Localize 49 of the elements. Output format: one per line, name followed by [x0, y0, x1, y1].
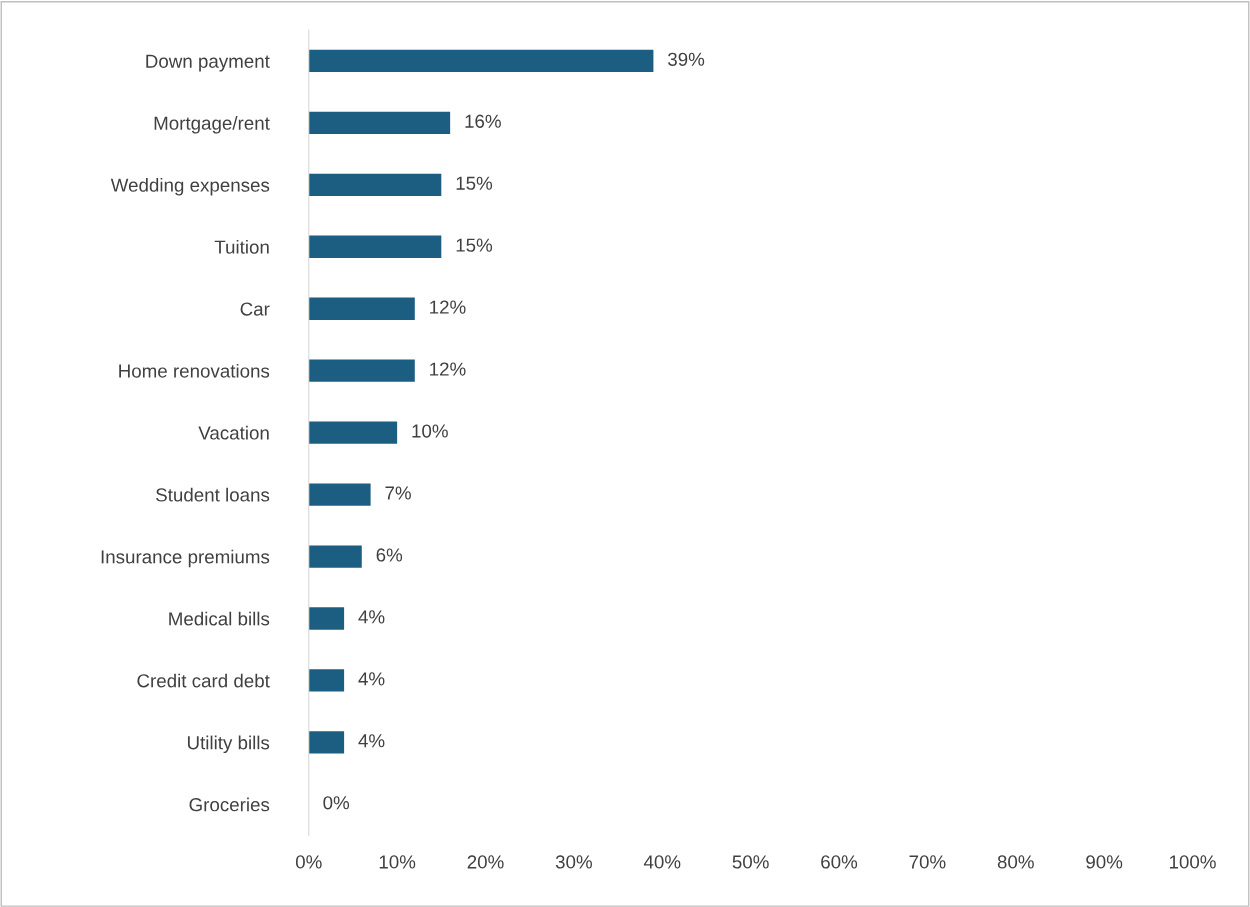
data-label: 0% — [323, 796, 350, 810]
x-tick-label: 20% — [467, 855, 504, 869]
x-tick-label: 60% — [821, 855, 858, 869]
data-label: 39% — [668, 52, 705, 66]
bar — [308, 421, 398, 444]
y-tick-label: Down payment — [146, 54, 270, 72]
y-tick-label: Mortgage/rent — [154, 116, 270, 134]
y-tick-label: Wedding expenses — [110, 178, 270, 196]
bar — [308, 607, 345, 630]
x-tick-label: 40% — [643, 855, 681, 869]
y-tick-label: Groceries — [189, 797, 270, 812]
data-label: 4% — [358, 610, 385, 624]
data-label: 4% — [358, 672, 385, 686]
bar — [308, 297, 415, 320]
bar — [308, 669, 345, 692]
data-label: 10% — [412, 424, 448, 438]
x-tick-label: 70% — [909, 855, 946, 869]
bar — [308, 483, 371, 506]
y-tick-label: Insurance premiums — [101, 549, 270, 568]
bar — [308, 359, 415, 382]
data-label: 7% — [385, 486, 411, 500]
bar — [308, 173, 442, 196]
y-tick-label: Tuition — [214, 239, 269, 254]
x-tick-label: 80% — [997, 855, 1034, 869]
y-tick-label: Credit card debt — [137, 673, 270, 688]
x-tick-label: 10% — [379, 855, 416, 869]
data-label: 16% — [465, 114, 501, 128]
y-tick-label: Vacation — [198, 425, 269, 440]
data-label: 12% — [430, 300, 466, 314]
data-label: 6% — [376, 548, 403, 562]
data-label: 15% — [456, 176, 493, 190]
y-tick-label: Home renovations — [119, 363, 270, 378]
data-label: 15% — [456, 238, 493, 252]
x-tick-label: 50% — [732, 855, 769, 869]
bar — [308, 111, 451, 135]
y-tick-label: Medical bills — [169, 611, 270, 626]
x-tick-label: 0% — [295, 855, 322, 869]
y-tick-label: Student loans — [156, 487, 270, 502]
y-tick-label: Utility bills — [187, 735, 270, 754]
bar — [308, 545, 362, 568]
bar — [308, 49, 654, 73]
data-label: 12% — [430, 362, 466, 376]
bar — [308, 235, 442, 258]
x-tick-label: 30% — [555, 855, 592, 869]
data-label: 4% — [358, 734, 385, 748]
y-tick-label: Car — [240, 302, 270, 316]
x-tick-label: 100% — [1169, 855, 1216, 869]
bar — [308, 731, 345, 754]
x-tick-label: 90% — [1086, 855, 1123, 869]
